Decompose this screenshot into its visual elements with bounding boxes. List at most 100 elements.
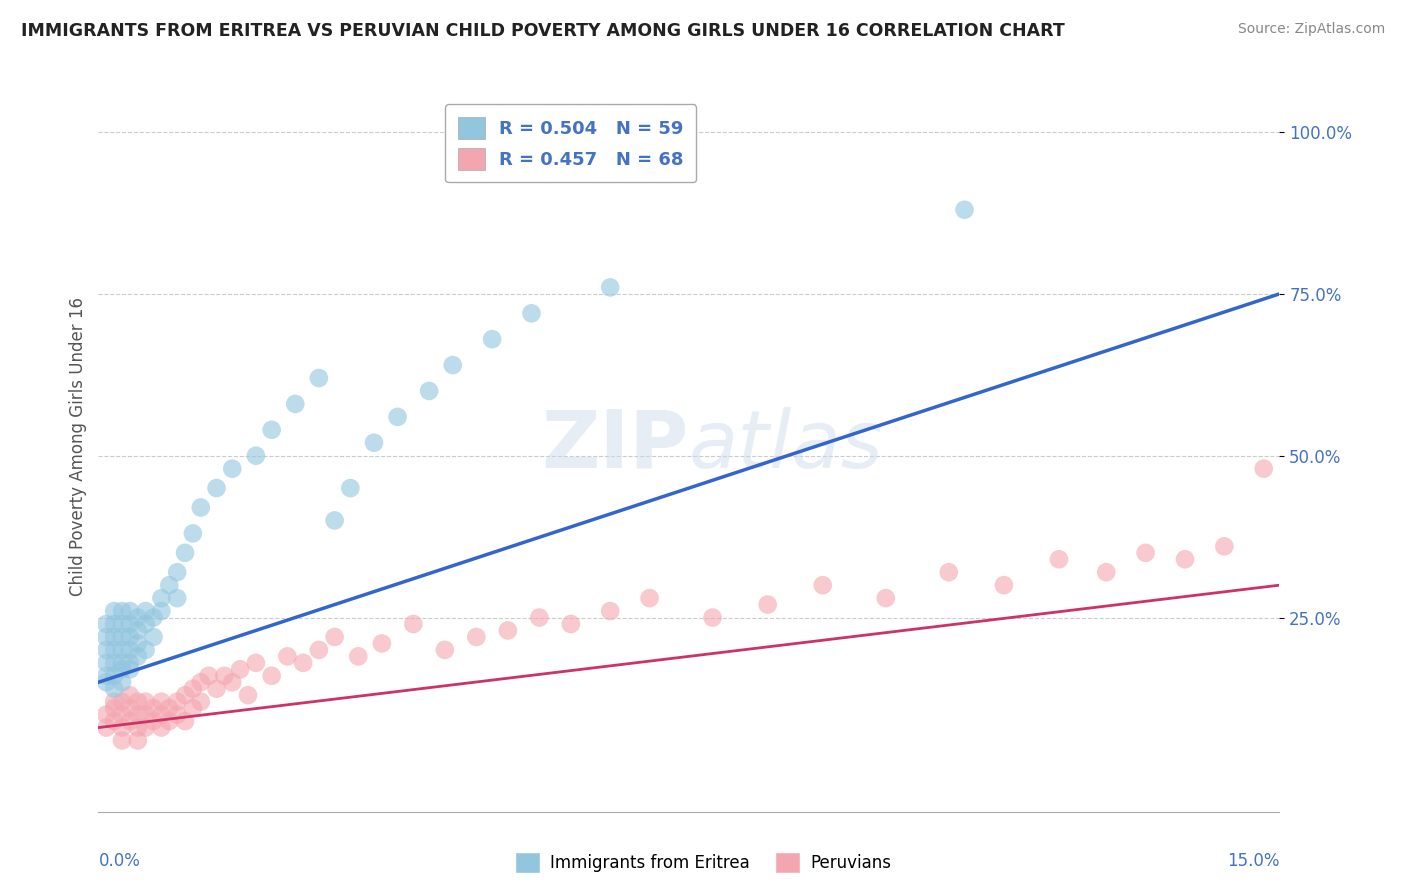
Point: [103, 604, 125, 618]
Point: [150, 604, 173, 618]
Point: [166, 707, 188, 722]
Point: [96, 675, 118, 690]
Point: [1174, 552, 1197, 566]
Point: [157, 701, 180, 715]
Text: ZIP: ZIP: [541, 407, 689, 485]
Point: [118, 701, 141, 715]
Point: [811, 578, 834, 592]
Point: [260, 669, 283, 683]
Text: 15.0%: 15.0%: [1227, 852, 1279, 870]
Text: IMMIGRANTS FROM ERITREA VS PERUVIAN CHILD POVERTY AMONG GIRLS UNDER 16 CORRELATI: IMMIGRANTS FROM ERITREA VS PERUVIAN CHIL…: [21, 22, 1064, 40]
Point: [135, 604, 157, 618]
Point: [308, 371, 330, 385]
Text: atlas: atlas: [689, 407, 884, 485]
Point: [96, 721, 118, 735]
Point: [214, 669, 236, 683]
Point: [127, 695, 149, 709]
Point: [127, 649, 149, 664]
Legend: R = 0.504   N = 59, R = 0.457   N = 68: R = 0.504 N = 59, R = 0.457 N = 68: [446, 104, 696, 182]
Point: [111, 662, 134, 676]
Point: [174, 714, 197, 728]
Point: [308, 643, 330, 657]
Point: [118, 656, 141, 670]
Point: [276, 649, 298, 664]
Point: [127, 733, 149, 747]
Point: [150, 721, 173, 735]
Point: [118, 617, 141, 632]
Point: [197, 669, 219, 683]
Point: [323, 513, 346, 527]
Point: [756, 598, 779, 612]
Point: [111, 604, 134, 618]
Point: [339, 481, 361, 495]
Point: [181, 526, 204, 541]
Point: [174, 546, 197, 560]
Point: [127, 721, 149, 735]
Point: [638, 591, 661, 606]
Point: [150, 591, 173, 606]
Point: [103, 630, 125, 644]
Point: [174, 688, 197, 702]
Point: [166, 566, 188, 580]
Point: [363, 435, 385, 450]
Point: [103, 617, 125, 632]
Point: [135, 617, 157, 632]
Point: [135, 707, 157, 722]
Point: [181, 681, 204, 696]
Point: [441, 358, 464, 372]
Point: [135, 721, 157, 735]
Point: [142, 701, 165, 715]
Point: [260, 423, 283, 437]
Point: [96, 643, 118, 657]
Point: [103, 656, 125, 670]
Point: [190, 500, 212, 515]
Point: [371, 636, 394, 650]
Point: [103, 669, 125, 683]
Y-axis label: Child Poverty Among Girls Under 16: Child Poverty Among Girls Under 16: [69, 296, 87, 596]
Point: [118, 630, 141, 644]
Legend: Immigrants from Eritrea, Peruvians: Immigrants from Eritrea, Peruvians: [509, 846, 897, 880]
Point: [205, 681, 228, 696]
Point: [529, 610, 551, 624]
Point: [953, 202, 976, 217]
Point: [127, 707, 149, 722]
Point: [190, 675, 212, 690]
Point: [111, 733, 134, 747]
Point: [1047, 552, 1070, 566]
Point: [111, 630, 134, 644]
Point: [96, 669, 118, 683]
Point: [111, 617, 134, 632]
Point: [221, 461, 243, 475]
Point: [166, 695, 188, 709]
Point: [205, 481, 228, 495]
Text: Source: ZipAtlas.com: Source: ZipAtlas.com: [1237, 22, 1385, 37]
Point: [1135, 546, 1157, 560]
Point: [142, 630, 165, 644]
Point: [221, 675, 243, 690]
Point: [292, 656, 315, 670]
Point: [118, 604, 141, 618]
Text: 0.0%: 0.0%: [98, 852, 141, 870]
Point: [103, 701, 125, 715]
Point: [465, 630, 488, 644]
Point: [1253, 461, 1275, 475]
Point: [496, 624, 519, 638]
Point: [103, 643, 125, 657]
Point: [135, 643, 157, 657]
Point: [938, 566, 960, 580]
Point: [142, 610, 165, 624]
Point: [418, 384, 440, 398]
Point: [1095, 566, 1118, 580]
Point: [127, 610, 149, 624]
Point: [599, 604, 621, 618]
Point: [347, 649, 370, 664]
Point: [118, 662, 141, 676]
Point: [96, 617, 118, 632]
Point: [111, 707, 134, 722]
Point: [127, 636, 149, 650]
Point: [111, 695, 134, 709]
Point: [875, 591, 897, 606]
Point: [560, 617, 582, 632]
Point: [111, 643, 134, 657]
Point: [520, 306, 543, 320]
